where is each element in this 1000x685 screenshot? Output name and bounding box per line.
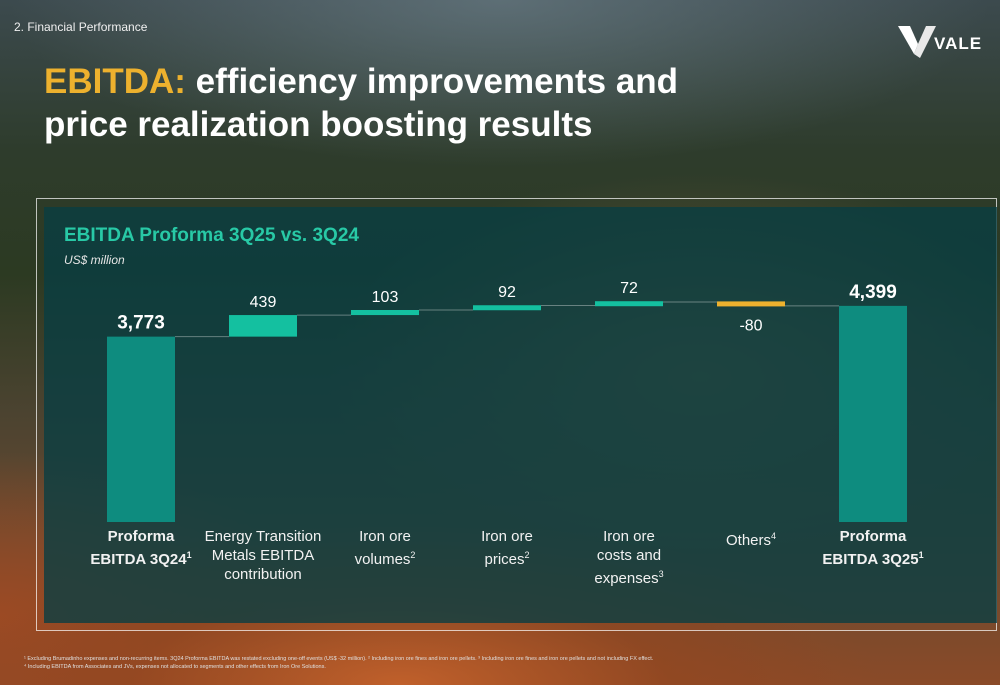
- bar-2: [351, 310, 419, 316]
- data-label-3: 92: [498, 284, 516, 301]
- data-label-4: 72: [620, 280, 638, 297]
- title-highlight: EBITDA:: [44, 62, 186, 101]
- title-rest: efficiency improvements and price realiz…: [44, 62, 679, 144]
- chart-unit: US$ million: [64, 253, 125, 267]
- page-title: EBITDA: efficiency improvements and pric…: [44, 60, 764, 146]
- category-label-3: Iron ore prices2: [481, 528, 533, 568]
- bar-5: [717, 301, 785, 307]
- footnotes: ¹ Excluding Brumadinho expenses and non-…: [24, 655, 984, 671]
- category-label-2: Iron ore volumes2: [354, 528, 416, 568]
- footnote: ¹ Excluding Brumadinho expenses and non-…: [24, 656, 654, 662]
- category-label-6: Proforma EBITDA 3Q251: [822, 528, 924, 568]
- chart-title: EBITDA Proforma 3Q25 vs. 3Q24: [64, 225, 359, 246]
- data-label-5: -80: [739, 317, 762, 334]
- category-label-1: Energy Transition Metals EBITDA contributi…: [204, 528, 322, 583]
- category-label-4: Iron ore costs and expenses3: [594, 528, 664, 587]
- data-label-0: 3,773: [117, 313, 165, 334]
- bar-0: [107, 336, 175, 522]
- bar-3: [473, 305, 541, 311]
- bar-1: [229, 315, 297, 337]
- bar-4: [595, 301, 663, 307]
- data-label-6: 4,399: [849, 282, 897, 303]
- data-label-1: 439: [250, 294, 277, 311]
- footnote: ⁴ Including EBITDA from Associates and J…: [24, 664, 326, 670]
- bar-6: [839, 305, 907, 522]
- category-label-0: Proforma EBITDA 3Q241: [90, 528, 192, 568]
- logo-text: VALE: [934, 34, 983, 53]
- chart-panel: [44, 207, 997, 623]
- vale-logo: VALE: [896, 20, 986, 60]
- category-label-5: Others4: [725, 531, 777, 549]
- data-label-2: 103: [372, 289, 399, 306]
- section-label: 2. Financial Performance: [14, 20, 148, 34]
- vale-logo-icon: [898, 26, 936, 58]
